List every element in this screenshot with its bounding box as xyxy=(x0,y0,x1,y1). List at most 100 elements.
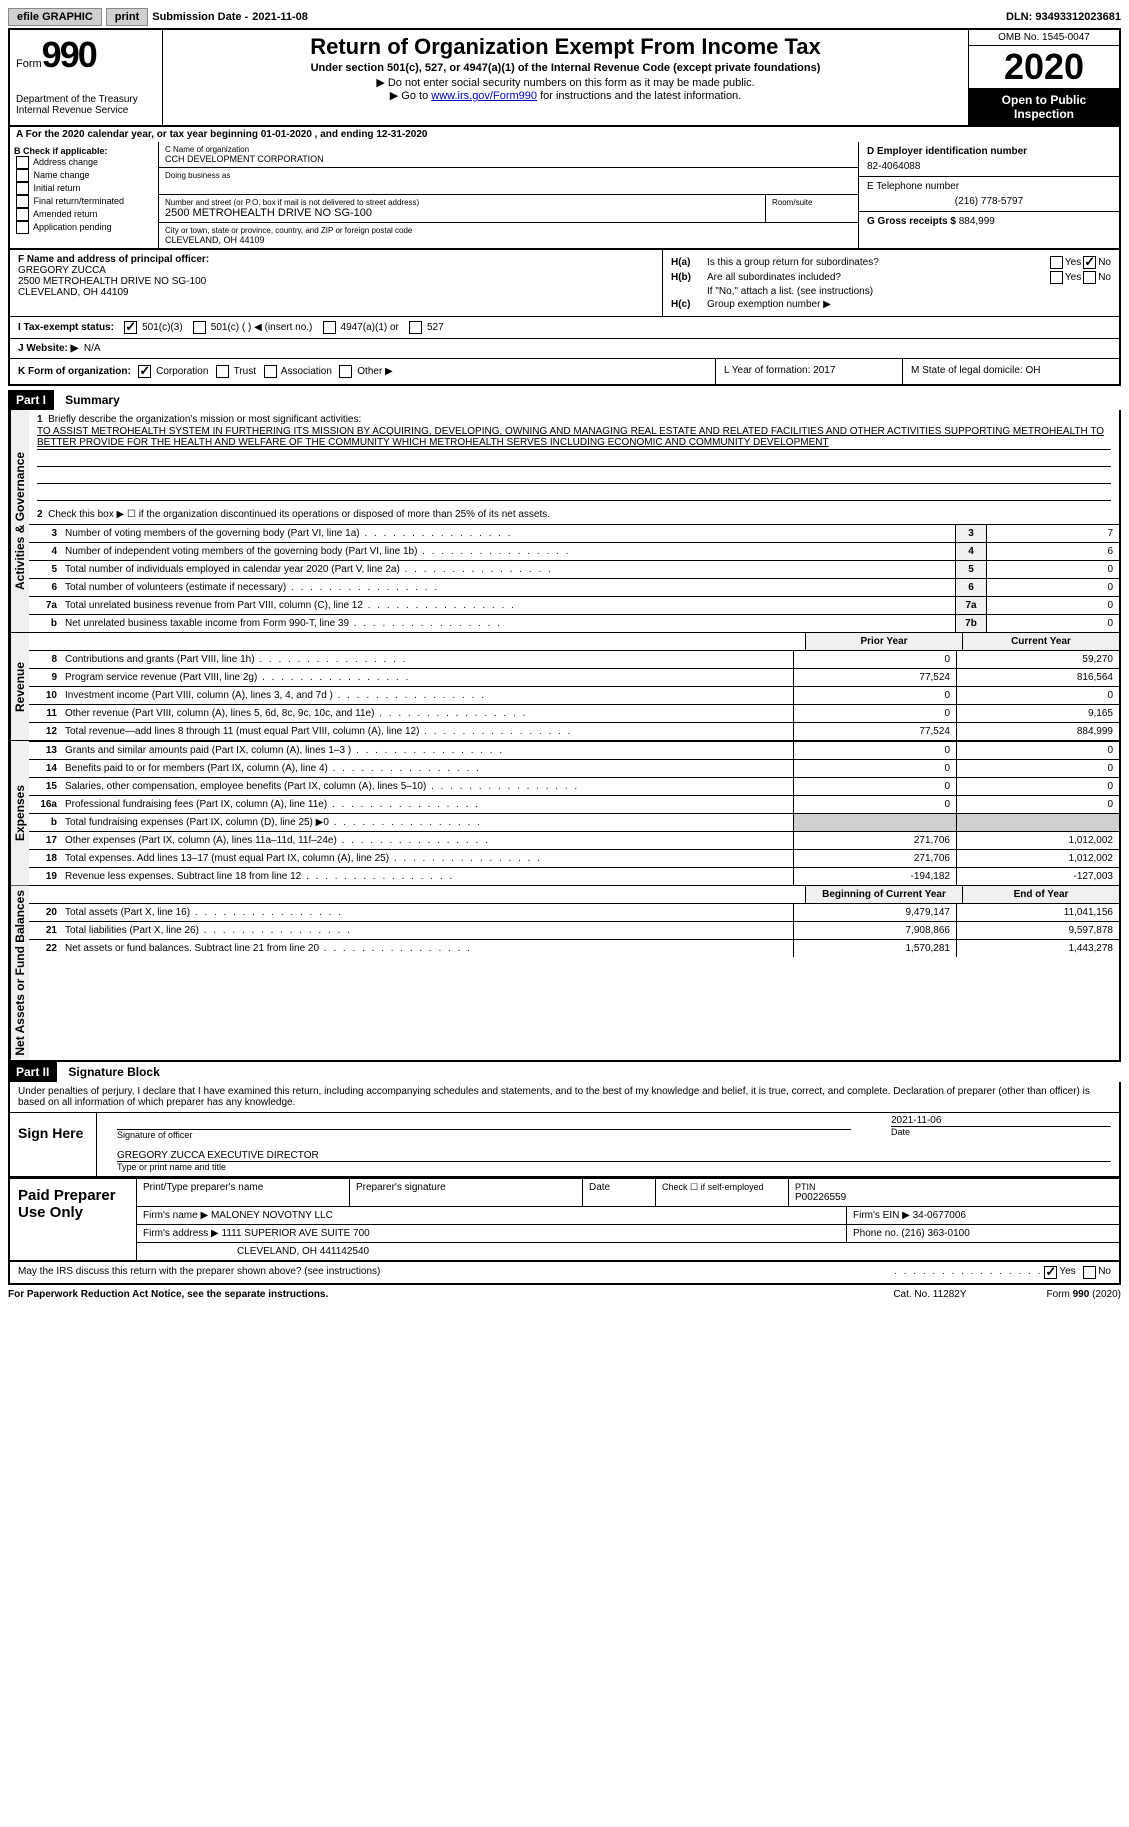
part2-title: Signature Block xyxy=(60,1065,159,1079)
col-f: F Name and address of principal officer:… xyxy=(10,250,663,316)
addr-label: Number and street (or P.O. box if mail i… xyxy=(165,198,759,207)
c-dba-row: Doing business as xyxy=(159,168,858,195)
submission-date: 2021-11-08 xyxy=(252,11,308,23)
cb-assoc[interactable] xyxy=(264,365,277,378)
line2: Check this box ▶ ☐ if the organization d… xyxy=(48,509,550,520)
data-line: 9Program service revenue (Part VIII, lin… xyxy=(29,668,1119,686)
data-line: 11Other revenue (Part VIII, column (A), … xyxy=(29,704,1119,722)
inst2a: ▶ Go to xyxy=(390,90,431,102)
officer-city: CLEVELAND, OH 44109 xyxy=(18,287,654,298)
instruction-1: ▶ Do not enter social security numbers o… xyxy=(167,76,964,89)
hc-label: H(c) xyxy=(671,299,707,310)
c-city-row: City or town, state or province, country… xyxy=(159,223,858,248)
firm-city: CLEVELAND, OH 441142540 xyxy=(137,1243,1119,1260)
cat-no: Cat. No. 11282Y xyxy=(893,1289,966,1300)
firm-name: Firm's name ▶ MALONEY NOVOTNY LLC xyxy=(137,1207,847,1224)
part1-header: Part I xyxy=(8,390,54,410)
efile-button[interactable]: efile GRAPHIC xyxy=(8,8,102,26)
ptin-value: P00226559 xyxy=(795,1192,1113,1203)
org-city: CLEVELAND, OH 44109 xyxy=(165,235,852,245)
print-button[interactable]: print xyxy=(106,8,148,26)
cb-527[interactable] xyxy=(409,321,422,334)
irs-link[interactable]: www.irs.gov/Form990 xyxy=(431,90,537,102)
form-subtitle: Under section 501(c), 527, or 4947(a)(1)… xyxy=(167,62,964,74)
cb-trust[interactable] xyxy=(216,365,229,378)
assets-section: Net Assets or Fund Balances Beginning of… xyxy=(8,886,1121,1062)
section-fh: F Name and address of principal officer:… xyxy=(8,250,1121,317)
section-bcdefg: B Check if applicable: Address change Na… xyxy=(8,142,1121,250)
hc-text: Group exemption number ▶ xyxy=(707,299,831,310)
header-mid: Return of Organization Exempt From Incom… xyxy=(163,30,968,125)
hb-text: Are all subordinates included? xyxy=(707,272,1048,283)
prep-date-label: Date xyxy=(583,1179,656,1206)
cb-501c[interactable] xyxy=(193,321,206,334)
prior-year-header: Prior Year xyxy=(805,633,962,650)
checkbox-amended[interactable] xyxy=(16,208,29,221)
discuss-yes[interactable] xyxy=(1044,1266,1057,1279)
officer-name: GREGORY ZUCCA xyxy=(18,265,654,276)
cb-4947[interactable] xyxy=(323,321,336,334)
firm-ein: Firm's EIN ▶ 34-0677006 xyxy=(847,1207,1119,1224)
data-line: 10Investment income (Part VIII, column (… xyxy=(29,686,1119,704)
summary-line: 3Number of voting members of the governi… xyxy=(29,525,1119,543)
part1-title: Summary xyxy=(57,393,120,407)
prep-sig-label: Preparer's signature xyxy=(350,1179,583,1206)
form-number: 990 xyxy=(42,34,96,75)
signature-block: Under penalties of perjury, I declare th… xyxy=(8,1082,1121,1178)
sig-officer-label: Signature of officer xyxy=(117,1129,851,1140)
officer-addr: 2500 METROHEALTH DRIVE NO SG-100 xyxy=(18,276,654,287)
phone-value: (216) 778-5797 xyxy=(867,196,1111,207)
data-line: 16aProfessional fundraising fees (Part I… xyxy=(29,795,1119,813)
cb-501c3[interactable] xyxy=(124,321,137,334)
ptin-label: PTIN xyxy=(795,1182,1113,1192)
hb-yes[interactable] xyxy=(1050,271,1063,284)
ha-yes[interactable] xyxy=(1050,256,1063,269)
current-year-header: Current Year xyxy=(962,633,1119,650)
form-header: Form990 Department of the Treasury Inter… xyxy=(8,28,1121,127)
officer-label: F Name and address of principal officer: xyxy=(18,254,654,265)
checkbox-final[interactable] xyxy=(16,195,29,208)
checkbox-name[interactable] xyxy=(16,169,29,182)
website-value: N/A xyxy=(84,343,101,354)
data-line: 8Contributions and grants (Part VIII, li… xyxy=(29,650,1119,668)
omb-number: OMB No. 1545-0047 xyxy=(969,30,1119,46)
checkbox-initial[interactable] xyxy=(16,182,29,195)
row-klm: K Form of organization: Corporation Trus… xyxy=(8,359,1121,386)
room-label: Room/suite xyxy=(772,198,852,207)
top-bar: efile GRAPHIC print Submission Date - 20… xyxy=(8,8,1121,26)
data-line: 19Revenue less expenses. Subtract line 1… xyxy=(29,867,1119,885)
end-year-header: End of Year xyxy=(962,886,1119,903)
ha-no[interactable] xyxy=(1083,256,1096,269)
cb-other[interactable] xyxy=(339,365,352,378)
data-line: 22Net assets or fund balances. Subtract … xyxy=(29,939,1119,957)
k-cell: K Form of organization: Corporation Trus… xyxy=(10,359,716,384)
data-line: 21Total liabilities (Part X, line 26)7,9… xyxy=(29,921,1119,939)
summary-line: bNet unrelated business taxable income f… xyxy=(29,615,1119,632)
summary-line: 4Number of independent voting members of… xyxy=(29,543,1119,561)
g-row: G Gross receipts $ 884,999 xyxy=(859,212,1119,231)
dept-label: Department of the Treasury Internal Reve… xyxy=(16,94,156,116)
tab-revenue: Revenue xyxy=(10,633,29,740)
asset-header: Beginning of Current Year End of Year xyxy=(29,886,1119,903)
discuss-no[interactable] xyxy=(1083,1266,1096,1279)
mission-blank xyxy=(37,467,1111,484)
sign-here-label: Sign Here xyxy=(10,1113,97,1176)
data-line: 15Salaries, other compensation, employee… xyxy=(29,777,1119,795)
data-line: 17Other expenses (Part IX, column (A), l… xyxy=(29,831,1119,849)
header-left: Form990 Department of the Treasury Inter… xyxy=(10,30,163,125)
tax-status-label: I Tax-exempt status: xyxy=(18,322,114,333)
checkbox-address[interactable] xyxy=(16,156,29,169)
checkbox-pending[interactable] xyxy=(16,221,29,234)
d-row: D Employer identification number 82-4064… xyxy=(859,142,1119,177)
mission-blank xyxy=(37,450,1111,467)
part2-header: Part II xyxy=(8,1062,57,1082)
footer-left: For Paperwork Reduction Act Notice, see … xyxy=(8,1289,893,1300)
open-public-badge: Open to Public Inspection xyxy=(969,89,1119,125)
b-item: Initial return xyxy=(14,182,154,195)
cb-corp[interactable] xyxy=(138,365,151,378)
dln: DLN: 93493312023681 xyxy=(1006,11,1121,23)
date-label: Date xyxy=(891,1126,1111,1137)
begin-year-header: Beginning of Current Year xyxy=(805,886,962,903)
data-line: 13Grants and similar amounts paid (Part … xyxy=(29,741,1119,759)
hb-no[interactable] xyxy=(1083,271,1096,284)
